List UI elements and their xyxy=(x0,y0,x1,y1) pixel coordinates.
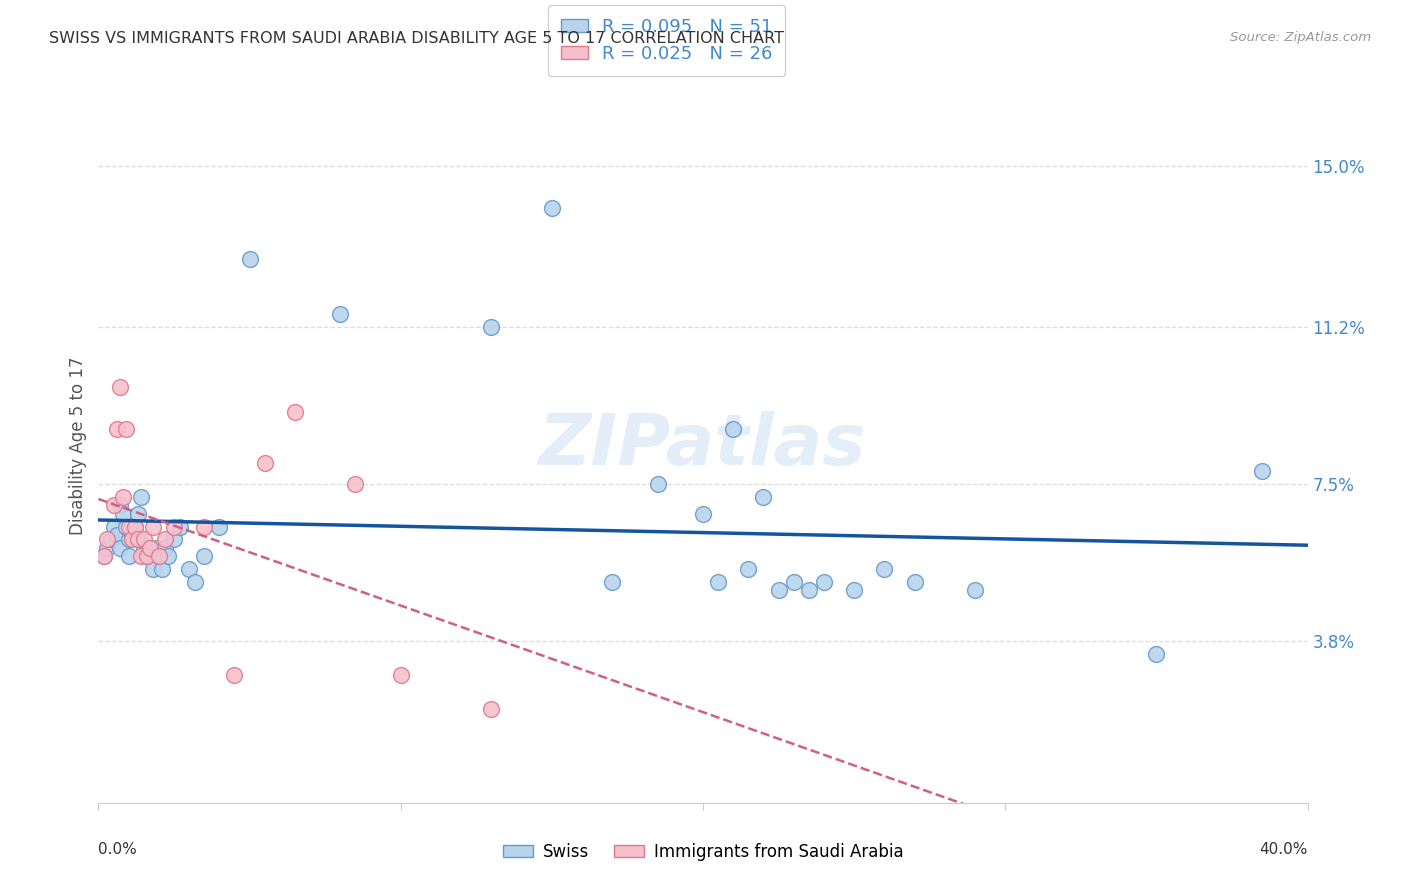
Point xyxy=(148,549,170,564)
Text: Source: ZipAtlas.com: Source: ZipAtlas.com xyxy=(1230,31,1371,45)
Point xyxy=(184,574,207,589)
Point xyxy=(169,519,191,533)
Point xyxy=(124,519,146,533)
Text: 0.0%: 0.0% xyxy=(98,842,138,857)
Point xyxy=(96,533,118,547)
Point xyxy=(132,533,155,547)
Point xyxy=(108,379,131,393)
Point xyxy=(96,541,118,555)
Point xyxy=(108,499,131,513)
Point xyxy=(142,519,165,533)
Point xyxy=(139,541,162,555)
Point xyxy=(111,490,134,504)
Point xyxy=(118,533,141,547)
Point xyxy=(692,507,714,521)
Point xyxy=(965,583,987,598)
Point xyxy=(179,562,201,576)
Point xyxy=(224,668,246,682)
Point xyxy=(1251,465,1274,479)
Point xyxy=(239,252,262,266)
Point xyxy=(153,533,176,547)
Legend: R = 0.095   N = 51, R = 0.025   N = 26: R = 0.095 N = 51, R = 0.025 N = 26 xyxy=(548,5,786,76)
Point xyxy=(100,533,122,547)
Point xyxy=(111,507,134,521)
Point xyxy=(163,533,186,547)
Point xyxy=(904,574,927,589)
Point xyxy=(121,533,143,547)
Point xyxy=(723,422,745,436)
Point xyxy=(797,583,820,598)
Point xyxy=(118,549,141,564)
Point xyxy=(121,528,143,542)
Point xyxy=(602,574,624,589)
Legend: Swiss, Immigrants from Saudi Arabia: Swiss, Immigrants from Saudi Arabia xyxy=(496,837,910,868)
Point xyxy=(768,583,790,598)
Text: 40.0%: 40.0% xyxy=(1260,842,1308,857)
Point xyxy=(253,456,276,470)
Text: SWISS VS IMMIGRANTS FROM SAUDI ARABIA DISABILITY AGE 5 TO 17 CORRELATION CHART: SWISS VS IMMIGRANTS FROM SAUDI ARABIA DI… xyxy=(49,31,785,46)
Point xyxy=(153,541,176,555)
Point xyxy=(540,201,562,215)
Point xyxy=(148,549,170,564)
Point xyxy=(284,405,307,419)
Point xyxy=(93,549,115,564)
Point xyxy=(707,574,730,589)
Point xyxy=(127,533,149,547)
Point xyxy=(142,562,165,576)
Point xyxy=(481,320,503,334)
Point xyxy=(118,519,141,533)
Point xyxy=(344,477,367,491)
Point xyxy=(132,541,155,555)
Point xyxy=(114,519,136,533)
Point xyxy=(647,477,669,491)
Point xyxy=(114,422,136,436)
Point xyxy=(150,562,173,576)
Point xyxy=(93,549,115,564)
Point xyxy=(389,668,412,682)
Text: ZIPatlas: ZIPatlas xyxy=(540,411,866,481)
Point xyxy=(163,519,186,533)
Y-axis label: Disability Age 5 to 17: Disability Age 5 to 17 xyxy=(69,357,87,535)
Point xyxy=(139,541,162,555)
Point xyxy=(129,490,152,504)
Point xyxy=(737,562,759,576)
Point xyxy=(103,519,125,533)
Point xyxy=(105,422,128,436)
Point xyxy=(1146,647,1168,661)
Point xyxy=(103,499,125,513)
Point xyxy=(329,307,352,321)
Point xyxy=(208,519,231,533)
Point xyxy=(129,549,152,564)
Point xyxy=(135,549,157,564)
Point xyxy=(127,507,149,521)
Point xyxy=(105,528,128,542)
Point xyxy=(156,549,179,564)
Point xyxy=(844,583,866,598)
Point xyxy=(481,702,503,716)
Point xyxy=(145,541,167,555)
Point xyxy=(135,549,157,564)
Point xyxy=(108,541,131,555)
Point xyxy=(783,574,806,589)
Point xyxy=(873,562,896,576)
Point xyxy=(752,490,775,504)
Point xyxy=(124,519,146,533)
Point xyxy=(193,519,215,533)
Point xyxy=(813,574,835,589)
Point xyxy=(193,549,215,564)
